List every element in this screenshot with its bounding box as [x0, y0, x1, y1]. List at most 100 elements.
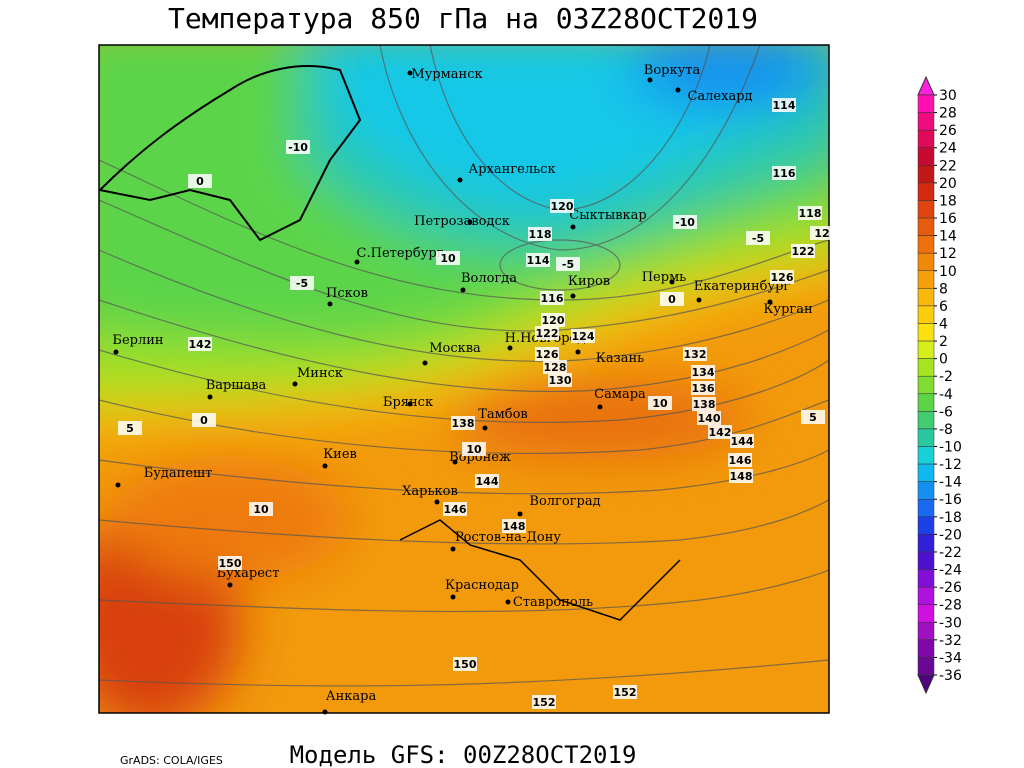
- city-label: С.Петербург: [357, 246, 444, 261]
- colorbar-band: [917, 586, 935, 605]
- colorbar-label: -6: [939, 404, 953, 420]
- colorbar-band: [917, 288, 935, 307]
- contour-label: 130: [549, 374, 572, 387]
- contour-label-box: [613, 685, 637, 699]
- contour-label-box: [502, 519, 526, 533]
- contour-label-box: [535, 326, 559, 340]
- colorbar-label: -24: [939, 563, 962, 579]
- contour-label-box: [192, 413, 216, 427]
- contour-label: 138: [452, 417, 475, 430]
- contour-label: 124: [572, 330, 595, 343]
- colorbar-band: [917, 94, 935, 113]
- contour-label-box: [746, 231, 770, 245]
- contour-label-box: [691, 381, 715, 395]
- contour-label-box: [728, 453, 752, 467]
- contour-label-box: [810, 226, 834, 240]
- city-dot: [767, 299, 773, 305]
- city-dot: [452, 459, 458, 465]
- city-label: Харьков: [402, 484, 458, 499]
- contour-label-box: [550, 199, 574, 213]
- colorbar-label: 2: [939, 334, 948, 350]
- colorbar-label: -8: [939, 422, 953, 438]
- colorbar-label: 22: [939, 158, 957, 174]
- contour-label-box: [730, 434, 754, 448]
- city-dot: [467, 219, 473, 225]
- contour-label: 140: [698, 412, 721, 425]
- city-dot: [450, 546, 456, 552]
- colorbar-band: [917, 639, 935, 658]
- contour-label: 0: [196, 175, 204, 188]
- colorbar-label: -20: [939, 527, 962, 543]
- city-dot: [460, 287, 466, 293]
- colorbar-band: [917, 393, 935, 412]
- contour-label: 10: [466, 443, 482, 456]
- contour-label: 134: [692, 366, 715, 379]
- colorbar-label: 0: [939, 352, 948, 368]
- colorbar-label: 8: [939, 281, 948, 297]
- contour-label: -10: [675, 216, 695, 229]
- credit: GrADS: COLA/IGES: [120, 754, 223, 767]
- contour-label: 10: [253, 503, 269, 516]
- contour-label-box: [451, 416, 475, 430]
- contour-label: 148: [503, 520, 526, 533]
- colorbar-label: 10: [939, 264, 957, 280]
- contour-label: 142: [189, 338, 212, 351]
- contour-label: 152: [533, 696, 556, 709]
- contour-label-box: [648, 396, 672, 410]
- contour-label-box: [571, 329, 595, 343]
- city-dot: [227, 582, 233, 588]
- city-dot: [517, 511, 523, 517]
- city-dot: [597, 404, 603, 410]
- title: Температура 850 гПа на 03Z28OCT2019: [168, 2, 758, 35]
- contour-label-box: [453, 657, 477, 671]
- city-label: Екатеринбург: [694, 279, 791, 294]
- colorbar-band: [917, 446, 935, 465]
- contour-label: 118: [529, 228, 552, 241]
- city-dot: [457, 177, 463, 183]
- colorbar-band: [917, 182, 935, 201]
- contour-label: -5: [562, 258, 574, 271]
- contour-label: -5: [752, 232, 764, 245]
- contour-label: 122: [792, 245, 815, 258]
- colorbar-band: [917, 498, 935, 518]
- colorbar-band: [917, 657, 935, 676]
- colorbar-bottom: [917, 674, 935, 695]
- contour-label: 126: [771, 271, 794, 284]
- contour-label-box: [188, 337, 212, 351]
- city-label: Вологда: [461, 271, 517, 286]
- contour-label-box: [290, 276, 314, 290]
- city-dot: [570, 224, 576, 230]
- city-dot: [482, 425, 488, 431]
- city-label: Казань: [596, 351, 644, 366]
- contour-label: 152: [614, 686, 637, 699]
- contour-label-box: [772, 98, 796, 112]
- contour-label: 126: [536, 348, 559, 361]
- contour-label-box: [540, 291, 564, 305]
- contour-label: 150: [219, 557, 242, 570]
- city-label: Мурманск: [411, 67, 482, 82]
- city-dot: [322, 463, 328, 469]
- contour-label: 146: [444, 503, 467, 516]
- contour-label-box: [798, 206, 822, 220]
- colorbar-band: [917, 551, 935, 570]
- colorbar-label: -32: [939, 633, 962, 649]
- contour-label-box: [541, 313, 565, 327]
- contour-label: 10: [440, 252, 456, 265]
- colorbar-band: [917, 622, 935, 641]
- city-label: Тамбов: [478, 407, 528, 422]
- city-label: Киев: [323, 447, 357, 462]
- colorbar-band: [917, 129, 935, 148]
- contour-label-box: [708, 425, 732, 439]
- colorbar-label: -28: [939, 598, 962, 614]
- colorbar-band: [917, 516, 935, 535]
- colorbar-band: [917, 604, 935, 623]
- city-dot: [696, 297, 702, 303]
- colorbar-band: [917, 534, 935, 553]
- colorbar-band: [917, 147, 935, 166]
- contour-label-box: [548, 373, 572, 387]
- colorbar-band: [917, 305, 935, 324]
- city-dot: [675, 87, 681, 93]
- colorbar-label: 4: [939, 316, 948, 332]
- contour-label: 114: [527, 254, 550, 267]
